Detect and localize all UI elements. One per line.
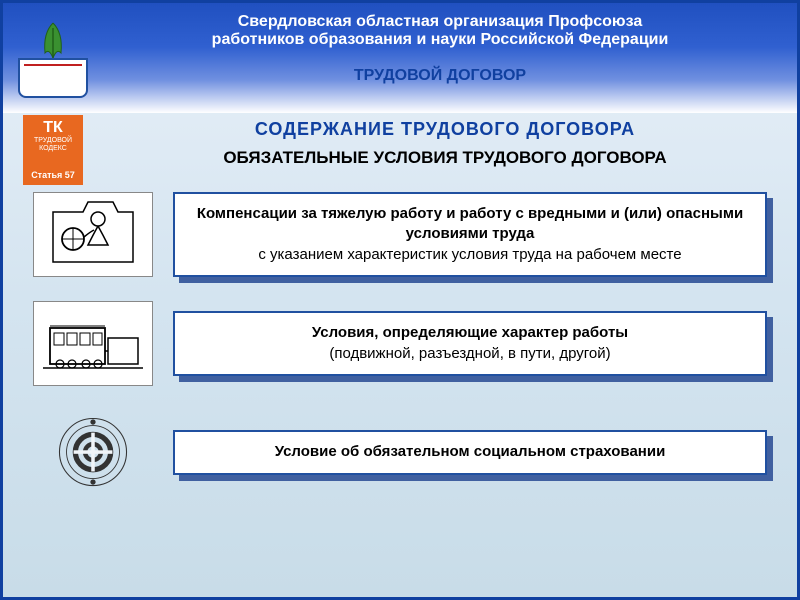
slide-header: Свердловская областная организация Профс…: [3, 3, 797, 113]
labor-code-badge: ТК ТРУДОВОЙ КОДЕКС Статья 57: [23, 115, 83, 185]
condition-bold-text: Компенсации за тяжелую работу и работу с…: [197, 205, 743, 242]
condition-plain-text: с указанием характеристик условия труда …: [258, 246, 681, 263]
condition-box: Условие об обязательном социальном страх…: [173, 430, 767, 474]
document-title: ТРУДОВОЙ ДОГОВОР: [103, 67, 777, 85]
badge-article: Статья 57: [25, 170, 81, 180]
org-name-line2: работников образования и науки Российско…: [103, 31, 777, 49]
badge-label1: ТРУДОВОЙ: [25, 137, 81, 145]
driver-sketch-icon: [33, 192, 153, 277]
section-title: СОДЕРЖАНИЕ ТРУДОВОГО ДОГОВОРА: [113, 119, 777, 140]
badge-label2: КОДЕКС: [25, 145, 81, 153]
condition-row: Условия, определяющие характер работы (п…: [33, 301, 767, 386]
content-area: Компенсации за тяжелую работу и работу с…: [3, 172, 797, 529]
condition-row: Условие об обязательном социальном страх…: [33, 410, 767, 495]
fss-emblem-icon: [33, 410, 153, 495]
org-logo: [18, 13, 88, 98]
badge-tk: ТК: [25, 119, 81, 137]
condition-box: Компенсации за тяжелую работу и работу с…: [173, 192, 767, 277]
condition-bold-text: Условие об обязательном социальном страх…: [275, 443, 666, 460]
condition-plain-text: (подвижной, разъездной, в пути, другой): [329, 345, 610, 362]
org-name-line1: Свердловская областная организация Профс…: [103, 13, 777, 31]
condition-box: Условия, определяющие характер работы (п…: [173, 311, 767, 376]
train-sketch-icon: [33, 301, 153, 386]
condition-bold-text: Условия, определяющие характер работы: [312, 324, 628, 341]
condition-row: Компенсации за тяжелую работу и работу с…: [33, 192, 767, 277]
section-subtitle: ОБЯЗАТЕЛЬНЫЕ УСЛОВИЯ ТРУДОВОГО ДОГОВОРА: [113, 148, 777, 168]
subheader: ТК ТРУДОВОЙ КОДЕКС Статья 57 СОДЕРЖАНИЕ …: [3, 113, 797, 172]
book-icon: [18, 58, 88, 98]
